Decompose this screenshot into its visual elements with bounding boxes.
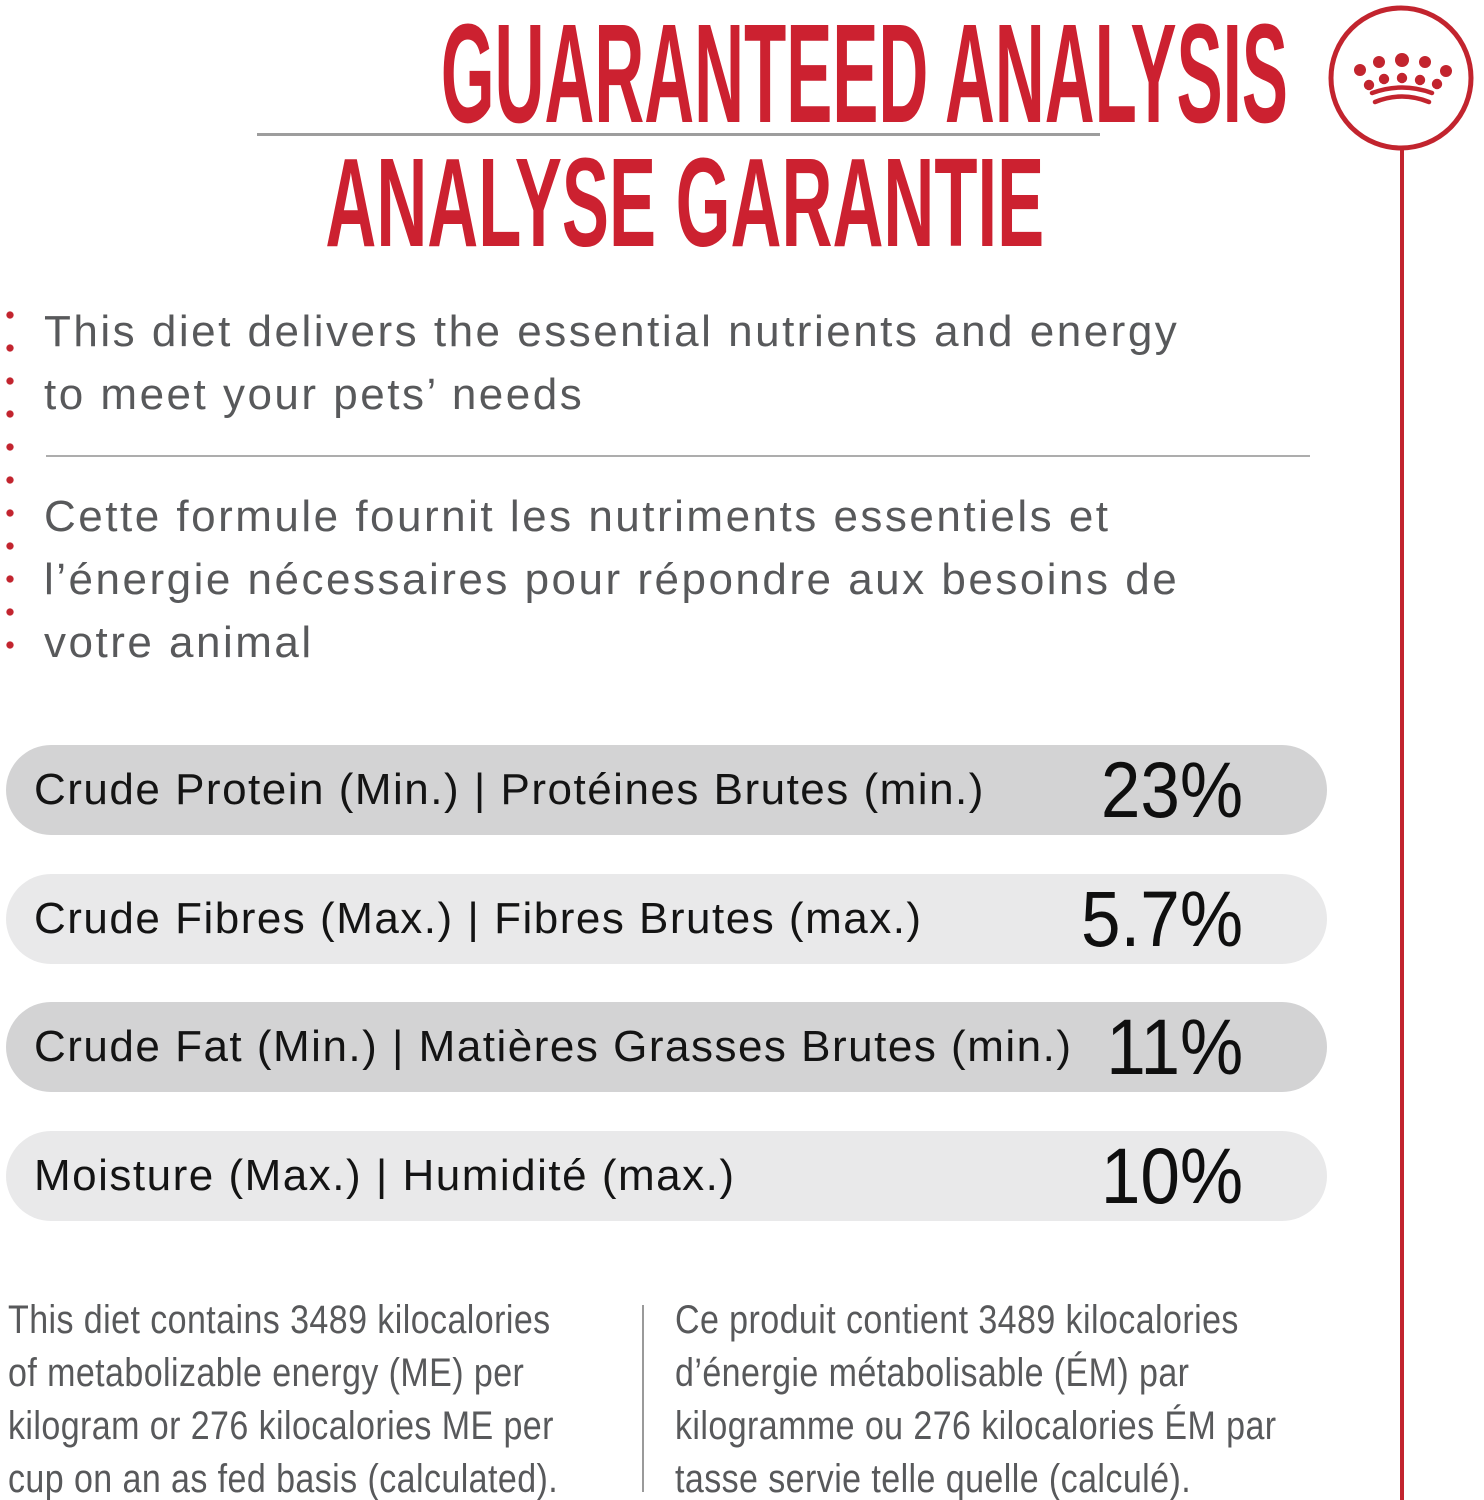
page-title-en-text: GUARANTEED ANALYSIS [440,0,1288,152]
nutrient-value: 10% [1085,1130,1243,1222]
nutrient-label: Crude Fat (Min.) | Matières Grasses Brut… [34,1022,1073,1071]
nutrient-row-moisture: Moisture (Max.) | Humidité (max.) 10% [6,1131,1327,1221]
nutrient-label: Crude Protein (Min.) | Protéines Brutes … [34,765,985,814]
intro-divider [46,455,1310,457]
page-title-fr: ANALYSE GARANTIE [0,140,1370,266]
nutrient-value: 23% [1085,744,1243,836]
nutrient-row-crude-fat: Crude Fat (Min.) | Matières Grasses Brut… [6,1002,1327,1092]
calorie-statement-en: This diet contains 3489 kilocalories of … [8,1298,559,1500]
nutrient-row-crude-fibres: Crude Fibres (Max.) | Fibres Brutes (max… [6,874,1327,964]
nutrient-label: Moisture (Max.) | Humidité (max.) [34,1151,736,1200]
royal-canin-crown-icon [1328,5,1474,151]
intro-paragraph-en: This diet delivers the essential nutrien… [44,307,1180,419]
red-dotted-rule [6,311,14,669]
calorie-statement-fr: Ce produit contient 3489 kilocalories d’… [675,1298,1277,1500]
nutrient-row-crude-protein: Crude Protein (Min.) | Protéines Brutes … [6,745,1327,835]
nutrient-value-text: 10% [1100,1131,1243,1220]
page-title-en: GUARANTEED ANALYSIS [0,3,1370,144]
nutrient-value-text: 11% [1105,1002,1243,1091]
nutrient-value: 11% [1091,1001,1243,1093]
nutrient-value: 5.7% [1063,873,1243,965]
column-divider [642,1305,644,1492]
page-title-fr-text: ANALYSE GARANTIE [325,132,1045,273]
title-divider [257,133,1100,136]
nutrient-label: Crude Fibres (Max.) | Fibres Brutes (max… [34,894,923,943]
nutrient-value-text: 23% [1100,745,1243,834]
intro-paragraph-fr: Cette formule fournit les nutriments ess… [44,492,1180,667]
nutrient-value-text: 5.7% [1080,874,1243,963]
vertical-red-rule [1400,150,1404,1500]
